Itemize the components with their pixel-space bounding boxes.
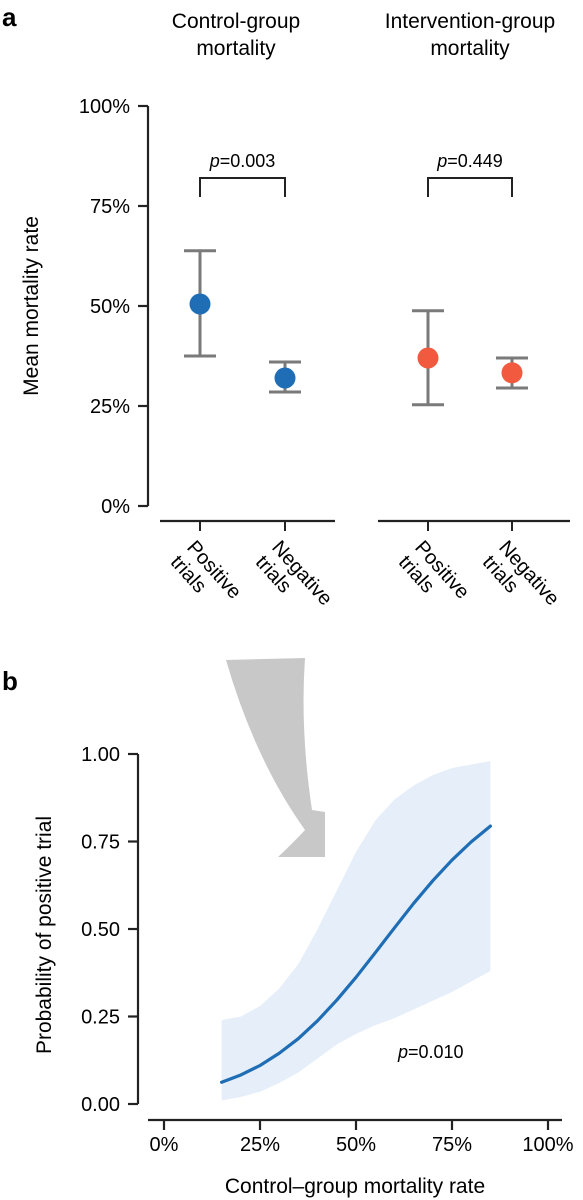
panel-a-y-tick-label: 25% <box>90 396 130 418</box>
gray-arrow-icon <box>226 658 325 857</box>
fit-line <box>220 824 492 1084</box>
panel-a-y-tick-label: 0% <box>101 496 130 518</box>
mean-point <box>417 347 439 369</box>
panel-label-b: b <box>2 666 18 696</box>
control-group-title-line2: mortality <box>196 37 276 60</box>
panel-b-y-axis: 0.00 0.25 0.50 0.75 1.00 <box>81 744 140 1116</box>
panel-b-x-axis: 0% 25% 50% 75% 100% <box>148 1118 574 1156</box>
comparison-p-value: p=0.449 <box>436 151 503 171</box>
panel-b-y-tick-label: 0.00 <box>81 1094 120 1116</box>
intervention-group-title-line1: Intervention-group <box>385 10 555 33</box>
panel-a-comparison-brackets: p=0.003 p=0.449 <box>199 151 513 197</box>
panel-a-y-axis-label: Mean mortality rate <box>20 216 43 396</box>
panel-b-x-tick-label: 25% <box>240 1134 280 1156</box>
panel-a-y-tick-label: 75% <box>90 196 130 218</box>
mean-point <box>189 293 211 315</box>
panel-a-y-tick-label: 50% <box>90 296 130 318</box>
comparison-p-value: p=0.003 <box>209 151 276 171</box>
intervention-group-title-line2: mortality <box>430 37 510 60</box>
panel-b-x-tick-label: 50% <box>336 1134 376 1156</box>
panel-b-p-value: p=0.010 <box>397 1042 464 1062</box>
panel-a-y-axis: 0% 25% 50% 75% 100% <box>79 96 150 518</box>
panel-b-x-axis-label: Control–group mortality rate <box>225 1175 485 1198</box>
confidence-band-area <box>221 761 491 1101</box>
panel-b-y-tick-label: 0.75 <box>81 832 120 854</box>
panel-b-y-tick-label: 1.00 <box>81 744 120 766</box>
panel-b-y-axis-label: Probability of positive trial <box>33 816 56 1054</box>
panel-b-x-tick-label: 0% <box>150 1134 179 1156</box>
panel-b-fit-line <box>220 824 492 1084</box>
panel-b-y-tick-label: 0.25 <box>81 1007 120 1029</box>
control-group-title-line1: Control-group <box>172 10 300 33</box>
comparison-bracket <box>199 177 286 197</box>
panel-b-confidence-band <box>221 761 491 1101</box>
mean-point <box>501 362 523 384</box>
panel-b-x-tick-label: 100% <box>522 1134 573 1156</box>
mean-point <box>274 367 296 389</box>
panel-a-y-tick-label: 100% <box>79 96 130 118</box>
panel-label-a: a <box>2 2 17 32</box>
panel-b-x-tick-label: 75% <box>432 1134 472 1156</box>
panel-a-points <box>184 249 528 407</box>
comparison-bracket <box>427 177 513 197</box>
panel-b-y-tick-label: 0.50 <box>81 919 120 941</box>
panel-a-baselines <box>160 519 570 531</box>
